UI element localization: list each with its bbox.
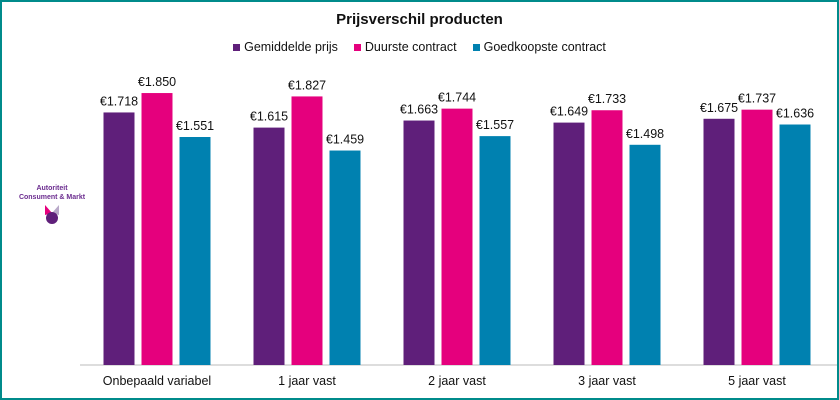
chart-title: Prijsverschil producten [336,11,503,28]
data-label: €1.737 [738,92,776,106]
bar [179,137,211,365]
data-label: €1.557 [476,118,514,132]
bar [141,93,173,366]
x-tick-label: 2 jaar vast [428,374,486,388]
data-label: €1.649 [550,105,588,119]
legend-swatch [353,43,361,51]
bar [291,96,323,365]
bar [103,112,135,365]
logo-mark-icon [45,205,59,224]
bar [703,118,735,366]
bar [629,144,661,365]
logo-text-line1: Autoriteit [36,185,68,192]
data-label: €1.636 [776,107,814,121]
data-label: €1.744 [438,91,476,105]
legend-label: Gemiddelde prijs [244,40,338,54]
bar [779,124,811,366]
x-tick-label: 1 jaar vast [278,374,336,388]
acm-logo: Autoriteit Consument & Markt [16,184,88,225]
x-tick-label: 5 jaar vast [728,374,786,388]
legend-swatch [233,43,241,51]
data-label: €1.663 [400,103,438,117]
x-tick-label: 3 jaar vast [578,374,636,388]
legend-item-gemiddelde: Gemiddelde prijs [233,40,338,54]
logo-text-line2: Consument & Markt [18,194,86,201]
legend-label: Goedkoopste contract [483,40,606,54]
data-label: €1.675 [700,101,738,115]
bar [441,108,473,365]
data-label: €1.615 [250,110,288,124]
bar [403,120,435,365]
data-label: €1.459 [326,133,364,147]
data-label: €1.498 [626,127,664,141]
bar [253,127,285,365]
x-tick-label: Onbepaald variabel [103,374,211,388]
legend-label: Duurste contract [364,40,457,54]
legend-swatch [472,43,480,51]
legend: Gemiddelde prijs Duurste contract Goedko… [2,40,837,54]
bar [591,110,623,366]
bar [329,150,361,365]
data-label: €1.718 [100,94,138,108]
legend-item-duurste: Duurste contract [353,40,457,54]
data-label: €1.827 [288,78,326,92]
bar [553,122,585,365]
data-label: €1.850 [138,75,176,89]
bar [741,109,773,365]
data-label: €1.733 [588,92,626,106]
data-label: €1.551 [176,119,214,133]
legend-item-goedkoopste: Goedkoopste contract [472,40,606,54]
bar [479,136,511,365]
